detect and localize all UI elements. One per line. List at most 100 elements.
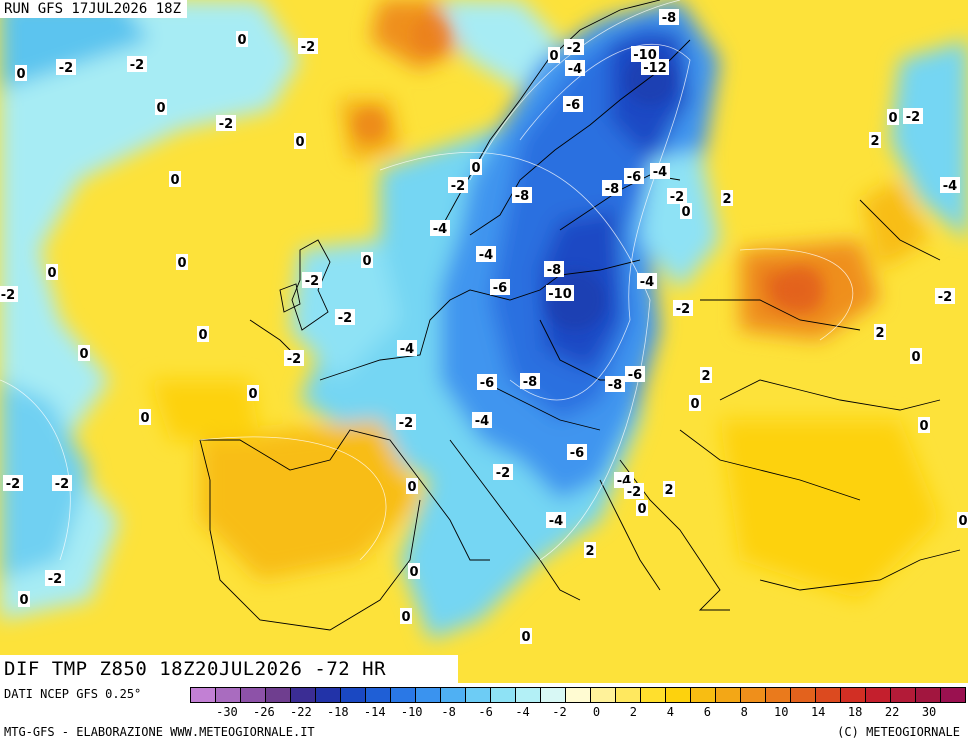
isotherm-label-bg (957, 512, 968, 528)
isotherm-label: -4 (653, 165, 667, 180)
isotherm-label-bg (400, 608, 412, 624)
isotherm-label-bg (139, 409, 151, 425)
isotherm-label-bg (869, 132, 881, 148)
legend-swatch (691, 688, 716, 702)
isotherm-label-bg (567, 444, 587, 460)
isotherm-label-bg (493, 464, 513, 480)
legend-swatch (941, 688, 965, 702)
isotherm-label: -4 (943, 179, 957, 194)
isotherm-label-bg (56, 59, 76, 75)
isotherm-label-bg (52, 475, 72, 491)
legend-tick-label: -14 (363, 705, 386, 719)
isotherm-label-bg (520, 373, 540, 389)
isotherm-label: -6 (566, 98, 580, 113)
isotherm-label: 2 (722, 192, 731, 207)
legend-tick-label: -6 (478, 705, 493, 719)
isotherm-label-bg (673, 300, 693, 316)
isotherm-label: -4 (433, 222, 447, 237)
isotherm-label: -8 (662, 11, 676, 26)
legend-swatch (516, 688, 541, 702)
isotherm-label-bg (45, 570, 65, 586)
isotherm-label-bg (512, 187, 532, 203)
credit-left: MTG-GFS - ELABORAZIONE WWW.METEOGIORNALE… (4, 725, 315, 739)
isotherm-label: 0 (170, 173, 179, 188)
isotherm-label: 0 (471, 161, 480, 176)
isotherm-label: 2 (585, 544, 594, 559)
isotherm-label-bg (584, 542, 596, 558)
legend-swatch (816, 688, 841, 702)
data-source-label: DATI NCEP GFS 0.25° (4, 687, 142, 701)
footer: DATI NCEP GFS 0.25° -30 -26 -22 -18 -14 -10 -8… (0, 683, 968, 745)
isotherm-label-bg (636, 500, 648, 516)
isotherm-label-bg (18, 591, 30, 607)
isotherm-label-bg (564, 39, 584, 55)
isotherm-label: -2 (59, 61, 73, 76)
legend-swatch (466, 688, 491, 702)
isotherm-label-bg (15, 65, 27, 81)
isotherm-label: 0 (409, 565, 418, 580)
isotherm-label-bg (940, 177, 960, 193)
isotherm-label: -8 (523, 375, 537, 390)
isotherm-label: 2 (870, 134, 879, 149)
isotherm-label: -4 (475, 414, 489, 429)
isotherm-label: 0 (237, 33, 246, 48)
isotherm-label: -2 (301, 40, 315, 55)
isotherm-label: -2 (567, 41, 581, 56)
isotherm-label-bg (294, 133, 306, 149)
isotherm-label-bg (624, 483, 644, 499)
legend-swatch (266, 688, 291, 702)
isotherm-label: -4 (549, 514, 563, 529)
legend-swatch (866, 688, 891, 702)
isotherm-label-bg (721, 190, 733, 206)
isotherm-label: -6 (570, 446, 584, 461)
isotherm-label-bg (520, 628, 532, 644)
legend-swatch (191, 688, 216, 702)
isotherm-label: -4 (568, 62, 582, 77)
legend-swatch (666, 688, 691, 702)
isotherm-label: -8 (547, 263, 561, 278)
legend-swatch (366, 688, 391, 702)
isotherm-label: -2 (938, 290, 952, 305)
legend-tick-label: 22 (884, 705, 900, 719)
isotherm-label: -4 (640, 275, 654, 290)
isotherm-label: 0 (888, 111, 897, 126)
isotherm-label-bg (605, 376, 625, 392)
legend-swatch (916, 688, 941, 702)
isotherm-label: 0 (911, 350, 920, 365)
legend-tick-label: 6 (703, 705, 711, 719)
isotherm-label-bg (155, 99, 167, 115)
isotherm-label: 2 (875, 326, 884, 341)
isotherm-label-bg (544, 261, 564, 277)
isotherm-label: -4 (400, 342, 414, 357)
legend-swatch (741, 688, 766, 702)
isotherm-label: 0 (919, 419, 928, 434)
legend-tick-label: 4 (666, 705, 674, 719)
legend-tick-label: -8 (441, 705, 456, 719)
isotherm-label-bg (663, 481, 675, 497)
isotherm-label: 0 (362, 254, 371, 269)
isotherm-label: -2 (48, 572, 62, 587)
legend-swatch (591, 688, 616, 702)
legend-swatch (541, 688, 566, 702)
legend-tick-label: -4 (515, 705, 530, 719)
isotherm-label-bg (78, 345, 90, 361)
legend-tick-label: 10 (774, 705, 789, 719)
isotherm-label: -2 (6, 477, 20, 492)
isotherm-label-bg (935, 288, 955, 304)
isotherm-label: 2 (701, 369, 710, 384)
legend-swatch (291, 688, 316, 702)
isotherm-label-bg (197, 326, 209, 342)
isotherm-label-bg (176, 254, 188, 270)
legend-tick-label: -10 (400, 705, 423, 719)
isotherm-label-bg (46, 264, 58, 280)
legend-swatch (891, 688, 916, 702)
isotherm-label-bg (548, 47, 560, 63)
isotherm-label-bg (565, 60, 585, 76)
isotherm-label-bg (335, 309, 355, 325)
isotherm-label-bg (602, 180, 622, 196)
isotherm-label-bg (169, 171, 181, 187)
legend-tick-label: 18 (847, 705, 863, 719)
legend-swatch (841, 688, 866, 702)
isotherm-label-bg (641, 59, 669, 75)
